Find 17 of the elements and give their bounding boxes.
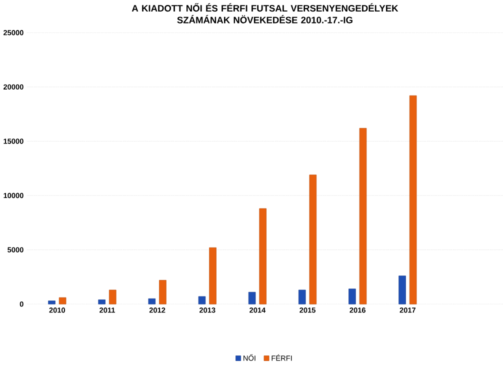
bar [359, 128, 367, 304]
bar [159, 280, 166, 304]
bar [148, 298, 156, 304]
bar [248, 292, 256, 304]
chart-title: A KIADOTT NŐI ÉS FÉRFI FUTSAL VERSENYENGEDÉLYEK SZÁMÁNAK NÖVEKEDÉSE 2010.-17.-IG [132, 3, 398, 24]
bar [398, 276, 406, 304]
bar [58, 297, 66, 304]
bar [209, 247, 216, 304]
bar [109, 290, 116, 304]
bar [259, 208, 266, 304]
bar [309, 174, 317, 304]
bar [98, 300, 106, 304]
bar [298, 290, 306, 304]
bar [348, 288, 356, 304]
bar [409, 95, 417, 304]
bar [198, 296, 206, 304]
bar [48, 300, 56, 304]
